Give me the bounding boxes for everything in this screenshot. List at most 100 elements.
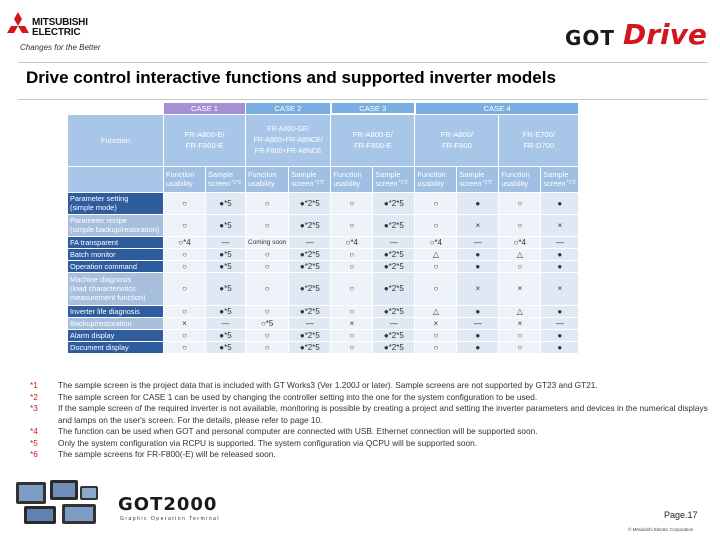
table-row: Inverter life diagnosis ○ ●*5 ○ ●*2*5 ○ ●*2*5 △… (67, 304, 580, 318)
table-row: Parameter setting (simple mode) ○ ●*5 ○ ●*2*5… (67, 191, 580, 215)
support-cell: ○ (163, 328, 206, 342)
support-cell: ○ (498, 259, 542, 273)
support-cell: △ (498, 304, 542, 318)
footnote: *4 The function can be used when GOT and … (30, 426, 538, 436)
mitsubishi-logo: MITSUBISHI ELECTRIC Changes for the Bett… (6, 10, 126, 55)
sub-sample: Sample screen*1*3 (205, 165, 246, 193)
support-cell: ●*5 (205, 271, 246, 306)
support-cell: × (456, 271, 500, 306)
support-cell: ○ (330, 259, 374, 273)
support-cell: ● (540, 247, 580, 261)
support-cell: ○ (244, 259, 290, 273)
support-cell: ○ (163, 259, 206, 273)
support-cell: ●*5 (205, 213, 246, 237)
support-cell: ●*2*5 (372, 340, 416, 354)
support-cell: ○ (330, 304, 374, 318)
support-cell: × (498, 316, 542, 330)
support-cell: ○ (163, 247, 206, 261)
support-cell: ● (456, 191, 500, 215)
sub-sample: Sample screen*1*2 (288, 165, 332, 193)
support-cell: ●*2*5 (288, 271, 332, 306)
case-4-header: CASE 4 (414, 101, 580, 115)
support-cell: ○ (244, 328, 290, 342)
support-cell: ●*5 (205, 247, 246, 261)
brand-tagline: Changes for the Better (20, 43, 101, 52)
model-case4a: FR-A800/ FR-F800 (414, 113, 500, 167)
case-2-header: CASE 2 (244, 101, 332, 115)
table-row: Operation command ○ ●*5 ○ ●*2*5 ○ ●*2*5 ○ ● ○ ● (67, 259, 580, 273)
support-cell: ●*2*5 (288, 328, 332, 342)
table-row: Document display ○ ●*5 ○ ●*2*5 ○ ●*2*5 ○ ● ○ ● (67, 340, 580, 354)
support-cell: — (540, 235, 580, 249)
case-3-header: CASE 3 (329, 101, 416, 115)
support-cell: ●*2*5 (372, 271, 416, 306)
support-cell: ○ (414, 191, 458, 215)
support-cell: — (205, 316, 246, 330)
support-cell: ○ (244, 271, 290, 306)
support-cell: ○ (244, 213, 290, 237)
support-cell: ● (456, 247, 500, 261)
support-cell: — (288, 316, 332, 330)
copyright: © Mitsubishi Electric Corporation (628, 527, 694, 532)
function-label: Parameter recipe (simple backup/restorati… (67, 213, 164, 237)
support-cell: ○ (414, 271, 458, 306)
support-cell: ●*2*5 (288, 340, 332, 354)
got2000-subtitle: Graphic Operation Terminal (120, 516, 221, 522)
support-cell: ○ (330, 271, 374, 306)
function-label: Machine diagnosis (load characteristics m… (67, 271, 164, 306)
support-cell: ●*5 (205, 340, 246, 354)
sub-usability: Function usability (414, 165, 458, 193)
got-terminals-image (16, 480, 98, 524)
support-cell: ●*2*5 (288, 304, 332, 318)
support-cell: ○ (498, 340, 542, 354)
case-1-header: CASE 1 (163, 101, 246, 115)
function-label: Parameter setting (simple mode) (67, 191, 164, 215)
support-cell: ○ (498, 328, 542, 342)
support-cell: ●*5 (205, 191, 246, 215)
support-cell: ●*5 (205, 304, 246, 318)
support-cell: ○ (414, 328, 458, 342)
footnote: *3 If the sample screen of the required i… (30, 403, 708, 425)
support-cell: ○ (414, 340, 458, 354)
support-cell: ● (456, 328, 500, 342)
support-cell: ● (456, 340, 500, 354)
support-cell: — (456, 316, 500, 330)
got-text: GOT (565, 26, 616, 50)
function-label: FA transparent (67, 235, 164, 249)
support-cell: — (540, 316, 580, 330)
function-header: Function (67, 113, 164, 167)
support-cell: ○*4 (414, 235, 458, 249)
function-label: Document display (67, 340, 164, 354)
support-cell: △ (498, 247, 542, 261)
support-cell: ○ (163, 213, 206, 237)
footnote: *1 The sample screen is the project data … (30, 380, 598, 390)
support-cell: ○ (414, 213, 458, 237)
function-support-table: CASE 1 CASE 2 CASE 3 CASE 4 Function FR-… (67, 101, 580, 354)
got2000-logo: GOT2000 Graphic Operation Terminal (118, 494, 221, 526)
support-cell: ○*5 (244, 316, 290, 330)
support-cell: — (205, 235, 246, 249)
support-cell: ○*4 (330, 235, 374, 249)
sub-usability: Function usability (330, 165, 374, 193)
support-cell: ○*4 (498, 235, 542, 249)
support-cell: ● (540, 340, 580, 354)
support-cell: ●*2*5 (372, 213, 416, 237)
support-cell: ○ (163, 191, 206, 215)
title-bar (18, 62, 708, 100)
support-cell: ●*2*5 (288, 247, 332, 261)
got-drive-logo: GOT Drive (565, 18, 710, 52)
sub-sample: Sample screen*1*2 (372, 165, 416, 193)
table-body: Parameter setting (simple mode) ○ ●*5 ○ ●*2*5… (67, 191, 580, 354)
support-cell: △ (414, 304, 458, 318)
model-case3: FR-A800-E/ FR-F800-E (330, 113, 416, 167)
support-cell: × (163, 316, 206, 330)
support-cell: × (330, 316, 374, 330)
model-case2: FR-A800-GF/ FR-A800+FR-A8NCE/ FR-F800+FR… (244, 113, 332, 167)
sub-usability: Function usability (498, 165, 542, 193)
support-cell: — (288, 235, 332, 249)
support-cell: ○ (498, 191, 542, 215)
page-number: Page.17 (664, 510, 698, 520)
support-cell: ● (540, 328, 580, 342)
sub-usability: Function usability (163, 165, 206, 193)
table-row: Alarm display ○ ●*5 ○ ●*2*5 ○ ●*2*5 ○ ● ○ ● (67, 328, 580, 342)
